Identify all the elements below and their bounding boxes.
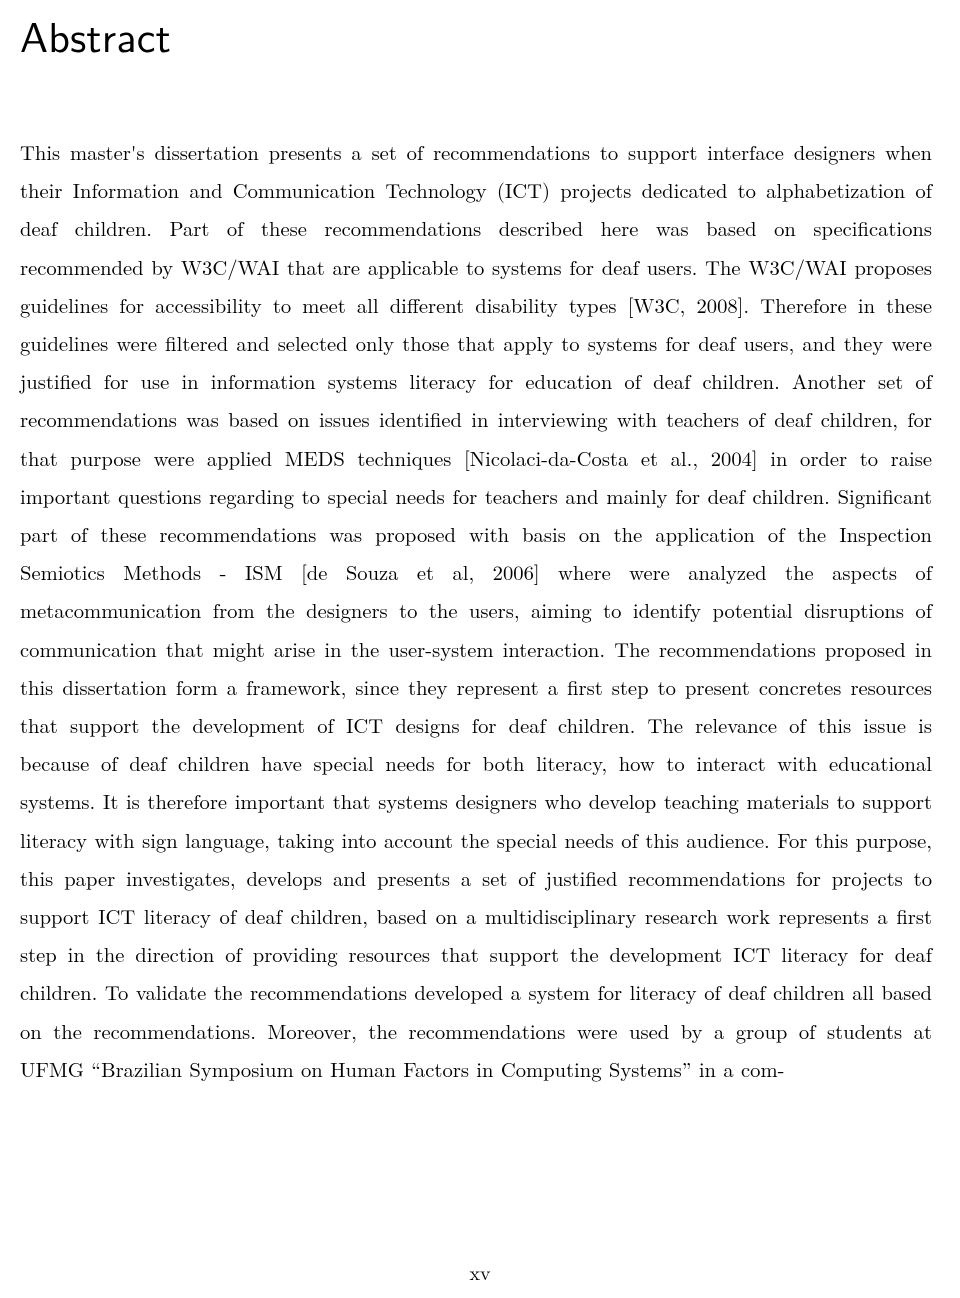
abstract-heading: Abstract — [20, 4, 932, 65]
abstract-body: This master's dissertation presents a se… — [20, 133, 932, 1088]
page-number: xv — [0, 1257, 960, 1286]
page-content: Abstract This master's dissertation pres… — [0, 0, 960, 1088]
